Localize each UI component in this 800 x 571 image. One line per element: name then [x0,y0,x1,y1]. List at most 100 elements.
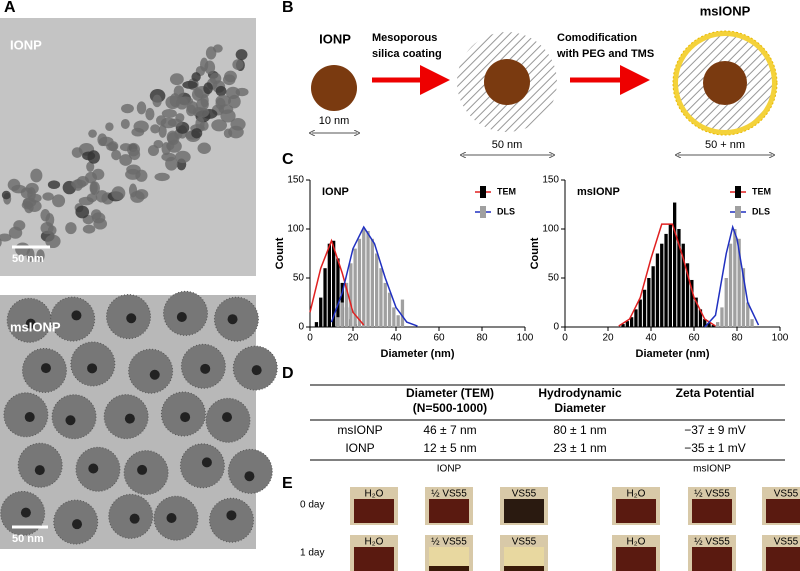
x-tick-label: 80 [476,333,488,344]
step-label: with PEG and TMS [556,48,654,60]
day-label: 1 day [300,548,324,559]
legend-swatch [735,186,741,198]
x-tick-label: 0 [562,333,568,344]
vial [616,547,656,571]
particle [165,156,178,171]
bar [362,229,366,327]
particle [128,183,138,198]
table-header: Hydrodynamic [538,386,622,400]
chart-title: IONP [322,186,349,198]
particle [182,80,198,89]
bar [685,263,690,327]
particle [136,101,147,115]
particle [30,168,43,183]
bar [660,243,664,327]
x-tick-label: 100 [772,333,789,344]
particle [158,124,167,138]
particle-core [226,510,237,521]
photos: IONP msIONP 0 day H₂O ½ VS55 VS55 H₂O ½ VS55 VS5… [300,464,800,571]
fit-line [330,225,418,327]
bar [370,238,374,327]
panel-label: E [282,475,293,492]
bar [698,309,703,327]
fit-line [704,224,760,328]
vial [429,499,469,523]
table-cell: msIONP [337,423,382,437]
particle [235,49,248,61]
bar [728,243,733,327]
x-tick-label: 60 [433,333,445,344]
particle [0,238,2,247]
particle [165,95,181,110]
particle [20,187,33,199]
x-tick-label: 40 [645,333,657,344]
bar [681,243,685,327]
table-header: Zeta Potential [676,386,755,400]
particle [128,148,141,161]
vial-label: ½ VS55 [431,489,467,500]
y-tick-label: 150 [287,175,304,186]
core [484,59,530,105]
particle [76,176,89,187]
table-cell: 46 ± 7 nm [423,423,476,437]
panel-label: A [4,0,16,16]
particle [152,94,162,108]
table: Diameter (TEM)(N=500-1000) HydrodynamicDi… [337,386,754,455]
particle [135,169,148,182]
particle [169,73,184,86]
particle [105,122,114,131]
bar [638,299,642,327]
bar [690,279,694,327]
y-axis-label: Count [529,237,541,269]
particle [213,44,223,53]
particle [224,70,237,83]
particle [135,189,149,200]
particle [128,348,174,394]
bar [344,282,349,327]
table-cell: IONP [345,441,374,455]
particles [0,44,249,262]
particle [40,222,54,235]
y-tick-label: 100 [542,224,559,235]
legend-swatch [480,206,486,218]
particle [0,233,12,242]
bar [332,240,336,327]
particle [191,72,201,82]
x-tick-label: 100 [517,333,534,344]
particle-core [227,314,238,325]
particle [209,72,222,85]
bar [340,302,344,327]
bar [323,268,327,327]
panel-label: C [282,151,294,168]
day-label: 0 day [300,500,324,511]
bar [720,307,724,327]
particle [88,129,97,138]
image-label: msIONP [10,319,61,334]
bar [314,322,319,327]
particle [194,107,210,118]
bar [319,297,323,327]
particle [42,192,54,201]
legend-label: DLS [752,206,770,216]
x-axis-label: Diameter (nm) [381,348,455,360]
bar [336,317,340,327]
bar [664,233,668,327]
bar [668,224,672,327]
bar [327,243,331,327]
particle-core [25,318,36,329]
bar [357,238,362,327]
bar [737,238,741,327]
particle [232,59,244,70]
particle-core [251,365,262,376]
particle [155,115,167,126]
particle [86,161,95,173]
bar [621,324,625,327]
vial-label: VS55 [512,489,537,500]
particle [186,104,197,117]
table-cell: 23 ± 1 nm [553,441,606,455]
y-tick-label: 50 [548,273,560,284]
step-label: silica coating [372,48,442,60]
particle [22,198,31,208]
particle [179,443,225,489]
particle-core [40,363,51,374]
